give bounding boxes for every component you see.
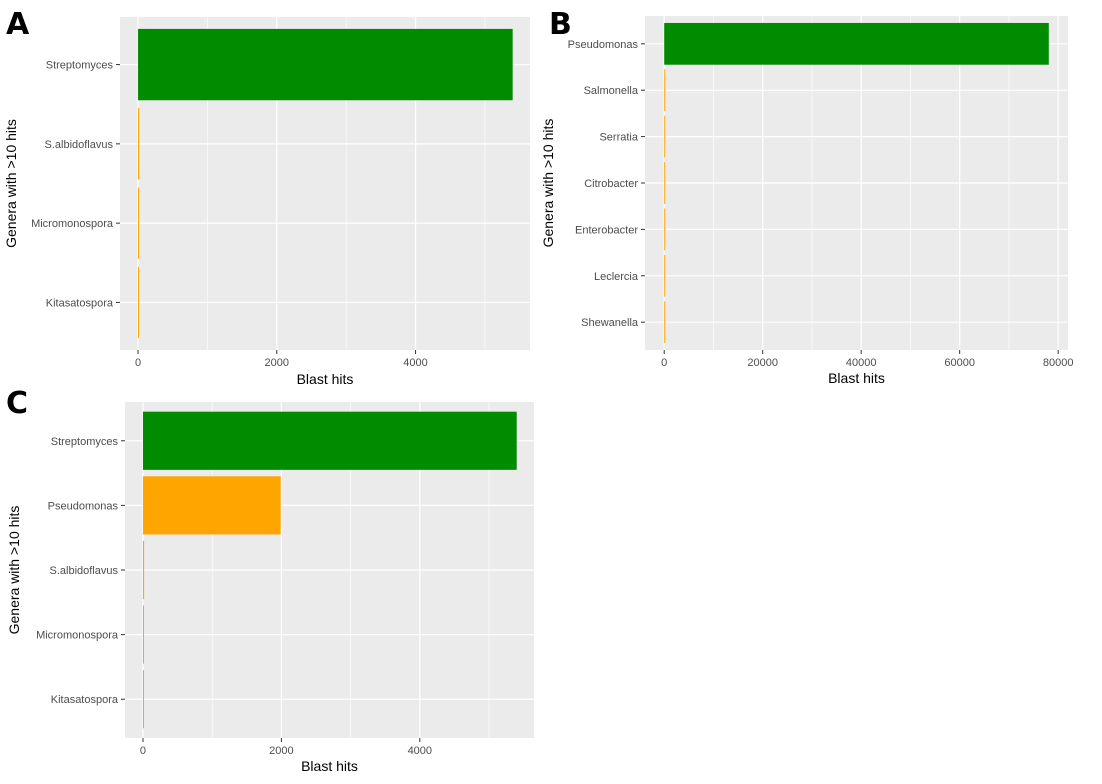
x-tick-label: 0 bbox=[135, 357, 141, 369]
panel-b: Pseudomonas Salmonella Serratia Citrobacter… bbox=[540, 7, 1073, 386]
x-tick-label: 20000 bbox=[747, 357, 778, 369]
x-tick-label: 0 bbox=[140, 745, 146, 757]
bar-s-albidoflavus bbox=[142, 540, 145, 600]
y-tick-label: S.albidoflavus bbox=[45, 139, 114, 151]
y-tick-label: Micromonospora bbox=[31, 218, 114, 230]
bar-pseudomonas bbox=[664, 22, 1049, 65]
y-tick-label: Pseudomonas bbox=[48, 500, 119, 512]
y-tick-label: Citrobacter bbox=[584, 178, 638, 190]
panel-letter: C bbox=[6, 386, 28, 421]
bar-s-albidoflavus bbox=[138, 108, 140, 180]
panel-a: Streptomyces S.albidoflavus Micromonospora… bbox=[3, 7, 530, 387]
x-axis-title: Blast hits bbox=[297, 371, 354, 387]
bar-salmonella bbox=[664, 69, 666, 112]
y-tick-label: Micromonospora bbox=[36, 630, 119, 642]
y-tick-label: Leclercia bbox=[594, 271, 639, 283]
y-axis-title: Genera with >10 hits bbox=[3, 119, 19, 248]
bar-micromonospora bbox=[142, 605, 144, 664]
x-tick-label: 0 bbox=[661, 357, 667, 369]
x-axis-title: Blast hits bbox=[828, 370, 885, 386]
y-tick-label: Salmonella bbox=[584, 85, 639, 97]
y-tick-label: Streptomyces bbox=[46, 60, 114, 72]
x-tick-label: 4000 bbox=[403, 357, 427, 369]
bar-citrobacter bbox=[664, 162, 666, 204]
x-tick-label: 2000 bbox=[265, 357, 289, 369]
bar-streptomyces bbox=[142, 411, 517, 470]
x-tick-label: 2000 bbox=[269, 745, 293, 757]
bar-streptomyces bbox=[138, 28, 513, 101]
bar-enterobacter bbox=[664, 208, 666, 251]
y-tick-label: Shewanella bbox=[581, 317, 639, 329]
bar-kitasatospora bbox=[138, 266, 140, 339]
panel-letter: A bbox=[6, 7, 30, 42]
bar-pseudomonas bbox=[142, 476, 281, 535]
bar-micromonospora bbox=[138, 187, 140, 259]
bar-shewanella bbox=[664, 301, 666, 344]
panel-c: Streptomyces Pseudomonas S.albidoflavus Mic… bbox=[6, 386, 534, 774]
y-tick-label: Pseudomonas bbox=[568, 39, 639, 51]
bar-kitasatospora bbox=[142, 670, 144, 729]
y-tick-label: Enterobacter bbox=[575, 224, 638, 236]
bar-leclercia bbox=[664, 254, 666, 297]
x-tick-label: 4000 bbox=[408, 745, 432, 757]
y-tick-label: Kitasatospora bbox=[51, 694, 119, 706]
x-axis-title: Blast hits bbox=[301, 758, 358, 774]
y-axis-title: Genera with >10 hits bbox=[6, 506, 22, 635]
bar-serratia bbox=[664, 115, 666, 158]
y-tick-label: Streptomyces bbox=[51, 436, 119, 448]
y-axis-title: Genera with >10 hits bbox=[540, 119, 556, 248]
panel-letter: B bbox=[549, 7, 572, 42]
x-tick-label: 60000 bbox=[944, 357, 975, 369]
x-tick-label: 40000 bbox=[846, 357, 877, 369]
x-tick-label: 80000 bbox=[1043, 357, 1074, 369]
y-tick-label: Kitasatospora bbox=[46, 297, 114, 309]
y-tick-label: S.albidoflavus bbox=[50, 565, 119, 577]
y-tick-label: Serratia bbox=[599, 132, 638, 144]
